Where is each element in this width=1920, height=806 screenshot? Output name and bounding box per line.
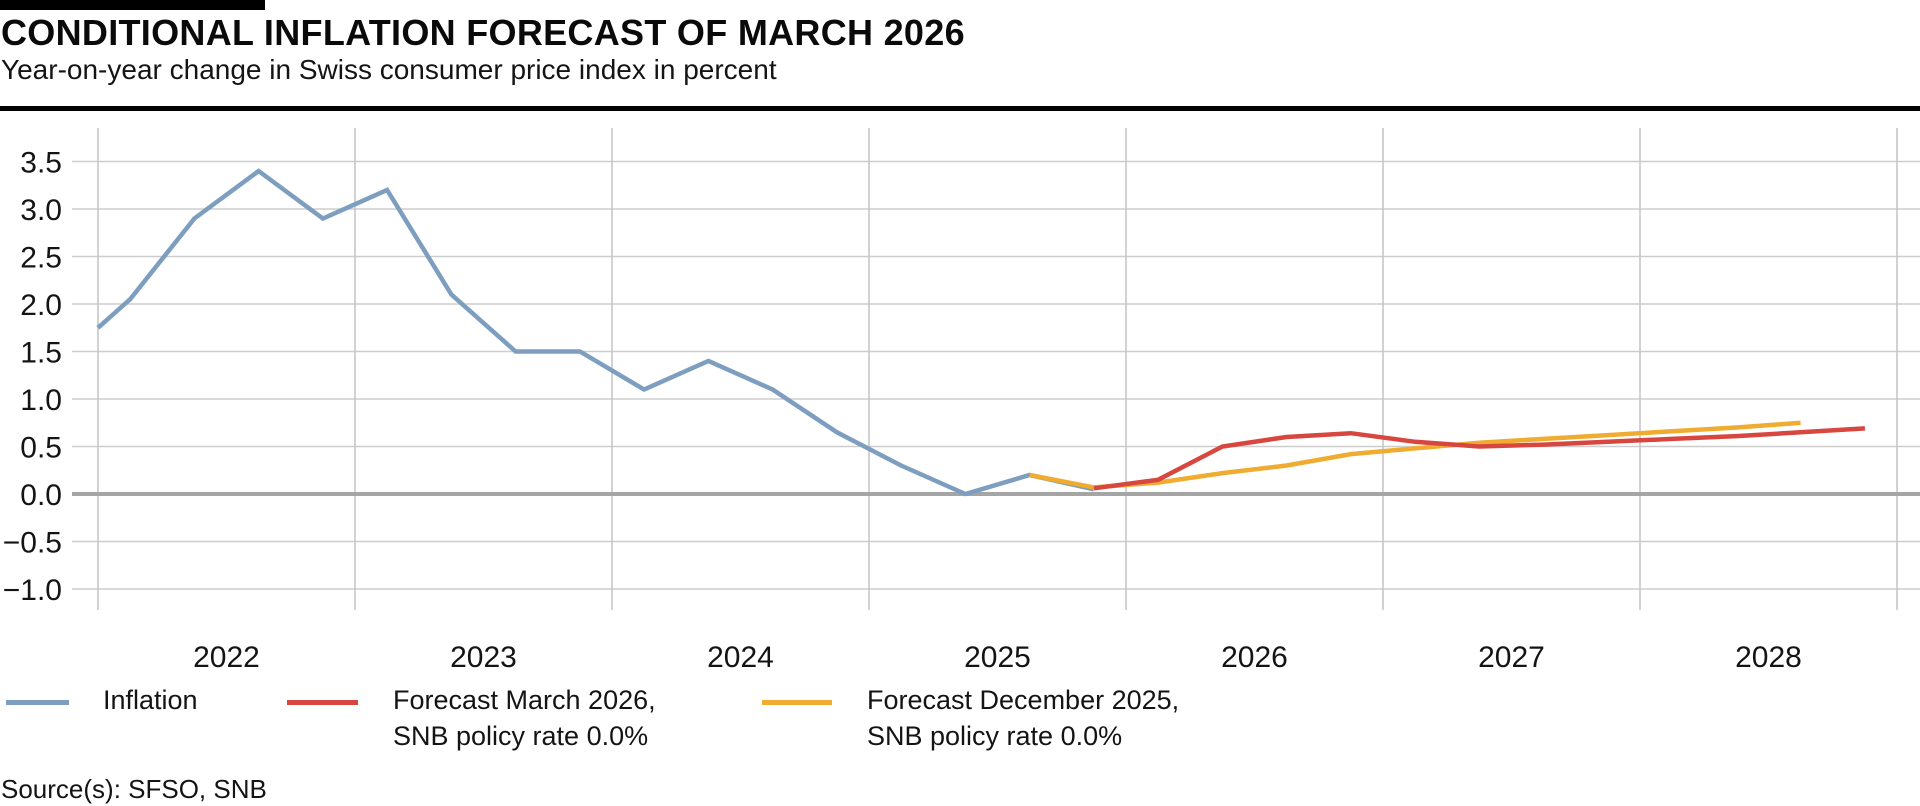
- inflation-line-swatch: [6, 700, 69, 705]
- x-tick-label: 2025: [964, 641, 1031, 674]
- y-tick-label: 1.0: [20, 384, 62, 417]
- x-tick-label: 2027: [1478, 641, 1545, 674]
- y-tick-label: 1.5: [20, 337, 62, 370]
- x-tick-label: 2023: [450, 641, 517, 674]
- series-line-forecast-december-2025-snb-policy-rate-0-0: [1029, 420, 1801, 490]
- series-line-forecast-march-2026-snb-policy-rate-0-0: [1093, 426, 1866, 491]
- y-tick-label: 0.5: [20, 432, 62, 465]
- legend-label-inflation: Inflation: [103, 682, 198, 718]
- legend-label-line: Forecast December 2025,: [867, 685, 1180, 715]
- y-tick-label: −0.5: [3, 527, 62, 560]
- y-tick-label: 3.5: [20, 147, 62, 180]
- legend-label-line: Forecast March 2026,: [393, 685, 656, 715]
- top-black-bar: [0, 0, 265, 10]
- legend-label-forecast-december: Forecast December 2025, SNB policy rate …: [867, 682, 1179, 754]
- page-title: CONDITIONAL INFLATION FORECAST OF MARCH …: [1, 12, 965, 53]
- y-tick-label: 0.0: [20, 479, 62, 512]
- header-divider: [0, 106, 1920, 111]
- x-tick-label: 2026: [1221, 641, 1288, 674]
- forecast-march-line-swatch: [287, 700, 358, 705]
- forecast-december-line-swatch: [762, 700, 832, 705]
- y-tick-label: 3.0: [20, 194, 62, 227]
- x-tick-label: 2022: [193, 641, 260, 674]
- legend-label-forecast-march: Forecast March 2026, SNB policy rate 0.0…: [393, 682, 656, 754]
- x-tick-label: 2028: [1735, 641, 1802, 674]
- series-line-inflation: [96, 168, 1095, 497]
- chart-legend: Inflation Forecast March 2026, SNB polic…: [0, 680, 1920, 760]
- y-tick-label: 2.5: [20, 242, 62, 275]
- y-tick-label: 2.0: [20, 289, 62, 322]
- legend-label-line: SNB policy rate 0.0%: [867, 721, 1123, 751]
- y-tick-label: −1.0: [3, 574, 62, 607]
- page-subtitle: Year-on-year change in Swiss consumer pr…: [1, 54, 777, 85]
- x-tick-label: 2024: [707, 641, 774, 674]
- source-attribution: Source(s): SFSO, SNB: [1, 774, 267, 804]
- legend-label-line: Inflation: [103, 685, 198, 715]
- legend-label-line: SNB policy rate 0.0%: [393, 721, 649, 751]
